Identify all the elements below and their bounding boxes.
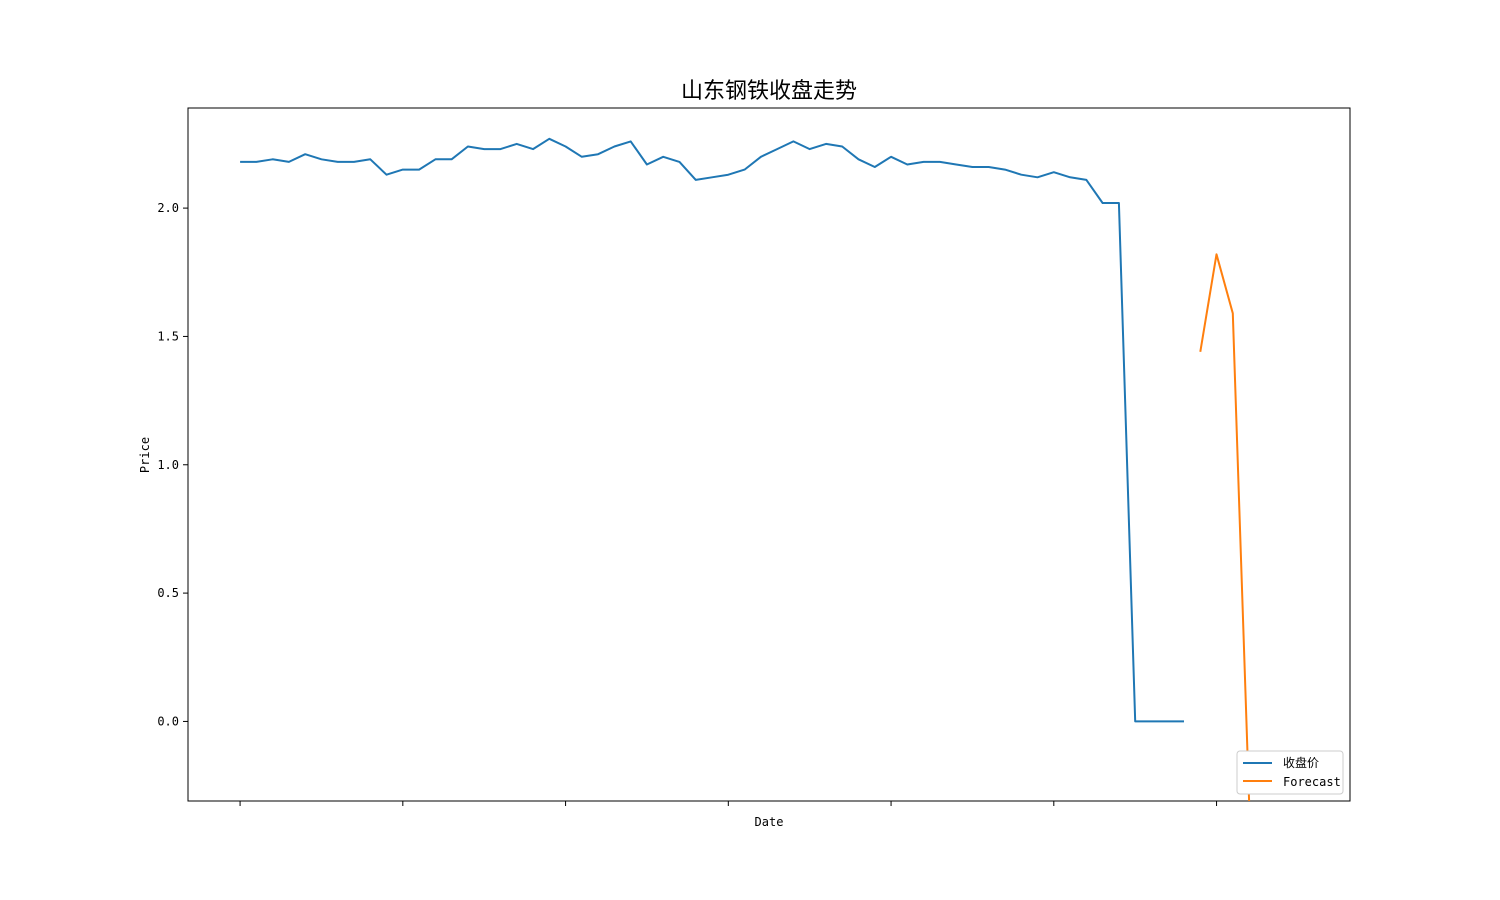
y-tick-label: 0.5 — [157, 586, 179, 600]
series-line-close-price — [240, 137, 1184, 723]
legend-label-close-price: 收盘价 — [1283, 755, 1319, 770]
x-axis-ticks — [239, 801, 1218, 806]
series-line-forecast — [1199, 253, 1251, 802]
y-tick-label: 1.0 — [157, 458, 179, 472]
series-layer — [240, 137, 1251, 802]
legend: 收盘价 Forecast — [1236, 750, 1344, 795]
y-axis-label: Price — [138, 437, 152, 473]
plot-area: 0.0 0.5 1.0 1.5 2.0 — [157, 107, 1351, 806]
legend-label-forecast: Forecast — [1283, 775, 1341, 789]
legend-box — [1236, 750, 1344, 795]
y-tick-label: 1.5 — [157, 329, 179, 343]
y-tick-label: 2.0 — [157, 201, 179, 215]
chart-title: 山东钢铁收盘走势 — [681, 79, 857, 104]
y-axis-ticks: 0.0 0.5 1.0 1.5 2.0 — [157, 201, 188, 728]
x-axis-label: Date — [755, 815, 784, 829]
plot-frame — [187, 107, 1351, 802]
y-tick-label: 0.0 — [157, 714, 179, 728]
